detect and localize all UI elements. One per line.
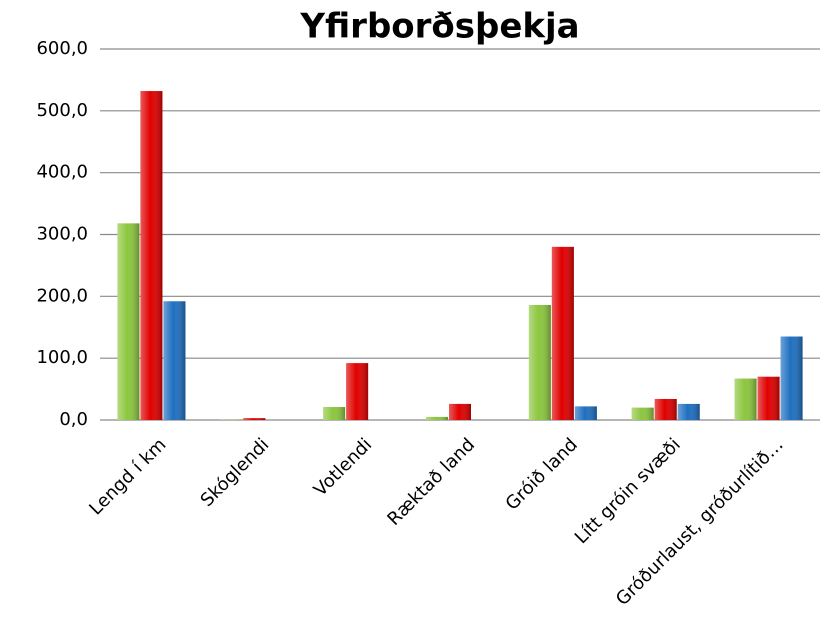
bar-shade xyxy=(677,403,700,420)
y-tick-label: 400,0 xyxy=(36,162,88,183)
y-tick-label: 500,0 xyxy=(36,100,88,121)
bar-shade xyxy=(654,398,677,420)
bar-shade xyxy=(323,407,346,420)
bar-shade xyxy=(551,246,574,420)
bar-shade xyxy=(528,304,551,420)
y-tick-label: 0,0 xyxy=(59,409,88,430)
bar-shade xyxy=(140,91,163,421)
bar-shade xyxy=(574,406,597,420)
bar-shade xyxy=(449,403,471,420)
bar-shade xyxy=(734,378,757,420)
bar-shade xyxy=(780,336,803,420)
y-tick-label: 100,0 xyxy=(36,347,88,368)
x-tick-label: Skóglendi xyxy=(197,434,274,511)
bar-shade xyxy=(757,376,780,420)
bar-shade xyxy=(631,407,654,420)
x-tick-label: Votlendi xyxy=(310,434,376,500)
y-tick-label: 600,0 xyxy=(36,38,88,59)
chart-title: Yfirborðsþekja xyxy=(299,7,579,47)
y-tick-label: 200,0 xyxy=(36,285,88,306)
bar-shade xyxy=(243,418,266,420)
bar-shade xyxy=(426,416,448,420)
x-tick-label: Lengd í km xyxy=(85,434,170,519)
x-tick-label: Lítt gróin svæði xyxy=(571,434,685,548)
x-tick-label: Gróið land xyxy=(502,434,582,514)
x-tick-label: Ræktað land xyxy=(383,434,479,530)
y-tick-label: 300,0 xyxy=(36,224,88,245)
x-tick-label: Gróðurlaust, gróðurlítið… xyxy=(612,434,788,610)
bar-shade xyxy=(163,301,186,420)
bar-shade xyxy=(346,363,369,420)
bar-shade xyxy=(117,223,140,420)
